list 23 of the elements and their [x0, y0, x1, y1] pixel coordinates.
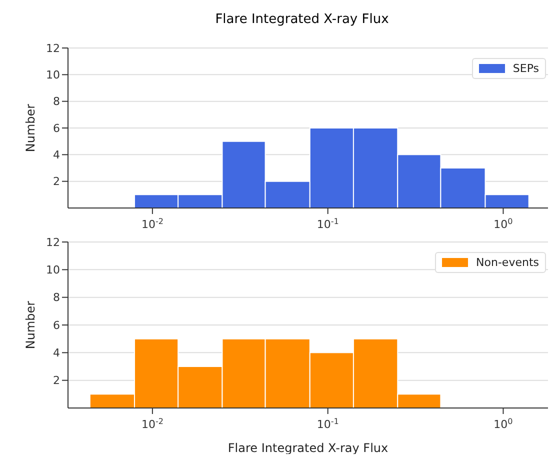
y-tick-label: 8: [53, 291, 60, 304]
legend-label: Non-events: [476, 256, 539, 269]
x-tick-label: 10$^{-2}$: [141, 216, 164, 231]
y-tick-label: 8: [53, 95, 60, 108]
chart-title: Flare Integrated X-ray Flux: [214, 11, 390, 29]
y-tick-label: 6: [53, 122, 60, 135]
x-tick-label: 10$^{-2}$: [141, 416, 164, 431]
y-tick-label: 10: [46, 68, 60, 82]
x-tick-label: 10$^{0}$: [494, 216, 513, 231]
y-tick-label: 2: [53, 374, 60, 388]
y-tick-label: 10: [46, 264, 60, 277]
y-tick-label: 4: [53, 346, 60, 360]
x-tick-label: 10$^{-1}$: [316, 216, 339, 231]
y-tick-label: 6: [53, 318, 60, 332]
y-axis-title: Number: [23, 300, 38, 350]
x-tick-label: 10$^{0}$: [494, 416, 513, 431]
x-tick-label: 10$^{-1}$: [316, 416, 339, 431]
y-tick-label: 12: [46, 42, 60, 55]
y-tick-label: 12: [46, 236, 60, 249]
y-tick-label: 4: [53, 148, 60, 162]
y-axis-title: Number: [23, 104, 38, 152]
y-tick-label: 2: [53, 175, 60, 188]
legend-label: SEPs: [512, 62, 539, 75]
